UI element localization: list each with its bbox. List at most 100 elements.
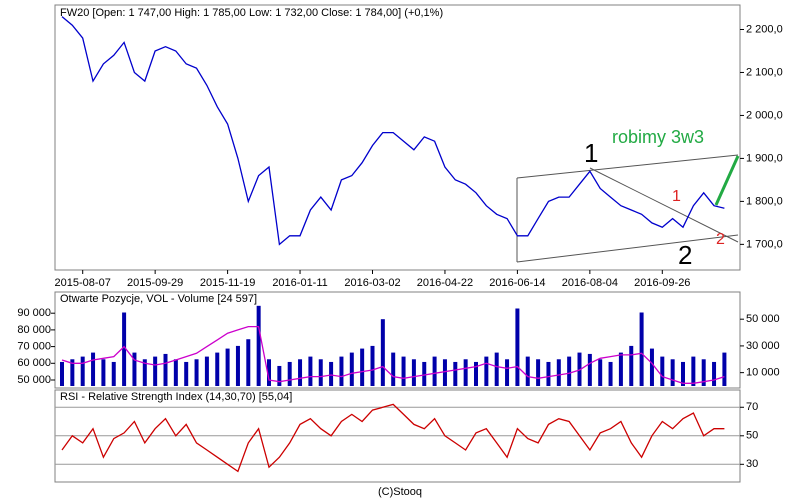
y-tick-label: 50 000 bbox=[17, 374, 51, 386]
volume-bar bbox=[442, 359, 447, 386]
volume-bar bbox=[173, 359, 178, 386]
price-title: FW20 [Open: 1 747,00 High: 1 785,00 Low:… bbox=[60, 7, 443, 19]
volume-bar bbox=[474, 361, 478, 386]
volume-bar bbox=[267, 359, 271, 386]
projection-line bbox=[714, 155, 740, 206]
volume-bar bbox=[184, 361, 189, 386]
volume-bar bbox=[432, 356, 437, 386]
footer: (C)Stooq bbox=[378, 486, 422, 498]
volume-bar bbox=[494, 352, 499, 386]
volume-bar bbox=[277, 365, 282, 386]
volume-bar bbox=[401, 356, 406, 386]
volume-bar bbox=[215, 352, 220, 386]
y-tick-label: 50 000 bbox=[746, 313, 780, 325]
volume-bar bbox=[618, 352, 623, 386]
y-tick-label: 2 000,0 bbox=[746, 109, 783, 121]
volume-bar bbox=[194, 359, 199, 386]
volume-bar bbox=[556, 359, 561, 386]
volume-bar bbox=[142, 359, 147, 386]
volume-bar bbox=[391, 352, 396, 386]
volume-title: Otwarte Pozycje, VOL - Volume [24 597] bbox=[60, 293, 257, 305]
y-tick-label: 90 000 bbox=[17, 307, 51, 319]
volume-bar bbox=[360, 348, 365, 386]
volume-bar bbox=[70, 359, 75, 386]
volume-bar bbox=[670, 359, 675, 386]
rsi-title: RSI - Relative Strength Index (14,30,70)… bbox=[60, 391, 292, 403]
volume-bar bbox=[660, 356, 665, 386]
x-tick-label: 2016-08-04 bbox=[562, 277, 618, 289]
y-tick-label: 2 100,0 bbox=[746, 66, 783, 78]
volume-bar bbox=[681, 361, 685, 386]
volume-bar bbox=[235, 345, 240, 386]
volume-bar bbox=[712, 361, 717, 386]
channel-lower bbox=[516, 234, 739, 263]
volume-bar bbox=[411, 359, 416, 386]
volume-bar bbox=[525, 356, 530, 386]
volume-bar bbox=[101, 359, 106, 386]
volume-bar bbox=[163, 353, 168, 386]
volume-bar bbox=[536, 359, 541, 386]
volume-bar bbox=[587, 353, 592, 386]
volume-bar bbox=[225, 348, 230, 386]
volume-bar bbox=[484, 356, 489, 386]
y-tick-label: 1 700,0 bbox=[746, 238, 783, 250]
x-tick-label: 2016-04-22 bbox=[417, 277, 473, 289]
x-tick-label: 2016-09-26 bbox=[634, 277, 690, 289]
price-panel bbox=[54, 4, 741, 271]
volume-bar bbox=[91, 352, 96, 386]
price-line bbox=[61, 403, 725, 473]
x-tick-label: 2016-01-11 bbox=[272, 277, 327, 289]
x-tick-label: 2015-09-29 bbox=[127, 277, 183, 289]
y-tick-label: 1 900,0 bbox=[746, 152, 783, 164]
volume-bar bbox=[629, 345, 634, 386]
volume-bar bbox=[256, 305, 261, 386]
x-tick-label: 2016-06-14 bbox=[489, 277, 545, 289]
volume-bar bbox=[60, 361, 64, 386]
volume-bar bbox=[339, 356, 344, 386]
volume-bar bbox=[453, 361, 458, 386]
volume-bar bbox=[122, 312, 127, 386]
volume-bar bbox=[422, 361, 427, 386]
volume-bar bbox=[318, 359, 323, 386]
x-tick-label: 2016-03-02 bbox=[344, 277, 400, 289]
y-tick-label: 30 000 bbox=[746, 340, 780, 352]
y-tick-label: 1 800,0 bbox=[746, 195, 783, 207]
annotation: robimy 3w3 bbox=[612, 127, 704, 147]
volume-bar bbox=[111, 361, 116, 386]
volume-bar bbox=[380, 319, 385, 386]
volume-bar bbox=[329, 361, 334, 386]
y-tick-label: 2 200,0 bbox=[746, 23, 783, 35]
price-line bbox=[61, 16, 725, 246]
y-tick-label: 60 000 bbox=[17, 357, 51, 369]
annotation: 1 bbox=[584, 138, 598, 168]
annotation: 2 bbox=[678, 240, 692, 270]
y-tick-label: 50 bbox=[746, 430, 758, 442]
channel-upper bbox=[516, 154, 739, 179]
volume-bar bbox=[567, 356, 572, 386]
volume-panel bbox=[54, 291, 741, 389]
volume-bar bbox=[691, 356, 696, 386]
trend-line bbox=[589, 167, 739, 243]
x-tick-label: 2015-08-07 bbox=[55, 277, 111, 289]
volume-bar bbox=[515, 308, 520, 386]
volume-bar bbox=[308, 356, 313, 386]
volume-bar bbox=[608, 361, 613, 386]
volume-bar bbox=[204, 356, 209, 386]
volume-bar bbox=[132, 352, 137, 386]
volume-bar bbox=[287, 361, 292, 386]
y-tick-label: 30 bbox=[746, 458, 758, 470]
annotation: 2 bbox=[716, 231, 725, 248]
volume-bar bbox=[349, 352, 354, 386]
volume-bar bbox=[298, 359, 303, 386]
volume-bar bbox=[246, 339, 251, 386]
volume-bar bbox=[722, 352, 727, 386]
volume-bar bbox=[546, 361, 551, 386]
x-tick-label: 2015-11-19 bbox=[200, 277, 255, 289]
annotation: 1 bbox=[672, 188, 681, 205]
y-tick-label: 10 000 bbox=[746, 367, 780, 379]
annotation-lines bbox=[516, 154, 740, 263]
volume-bar bbox=[598, 359, 603, 386]
y-tick-label: 80 000 bbox=[17, 324, 51, 336]
